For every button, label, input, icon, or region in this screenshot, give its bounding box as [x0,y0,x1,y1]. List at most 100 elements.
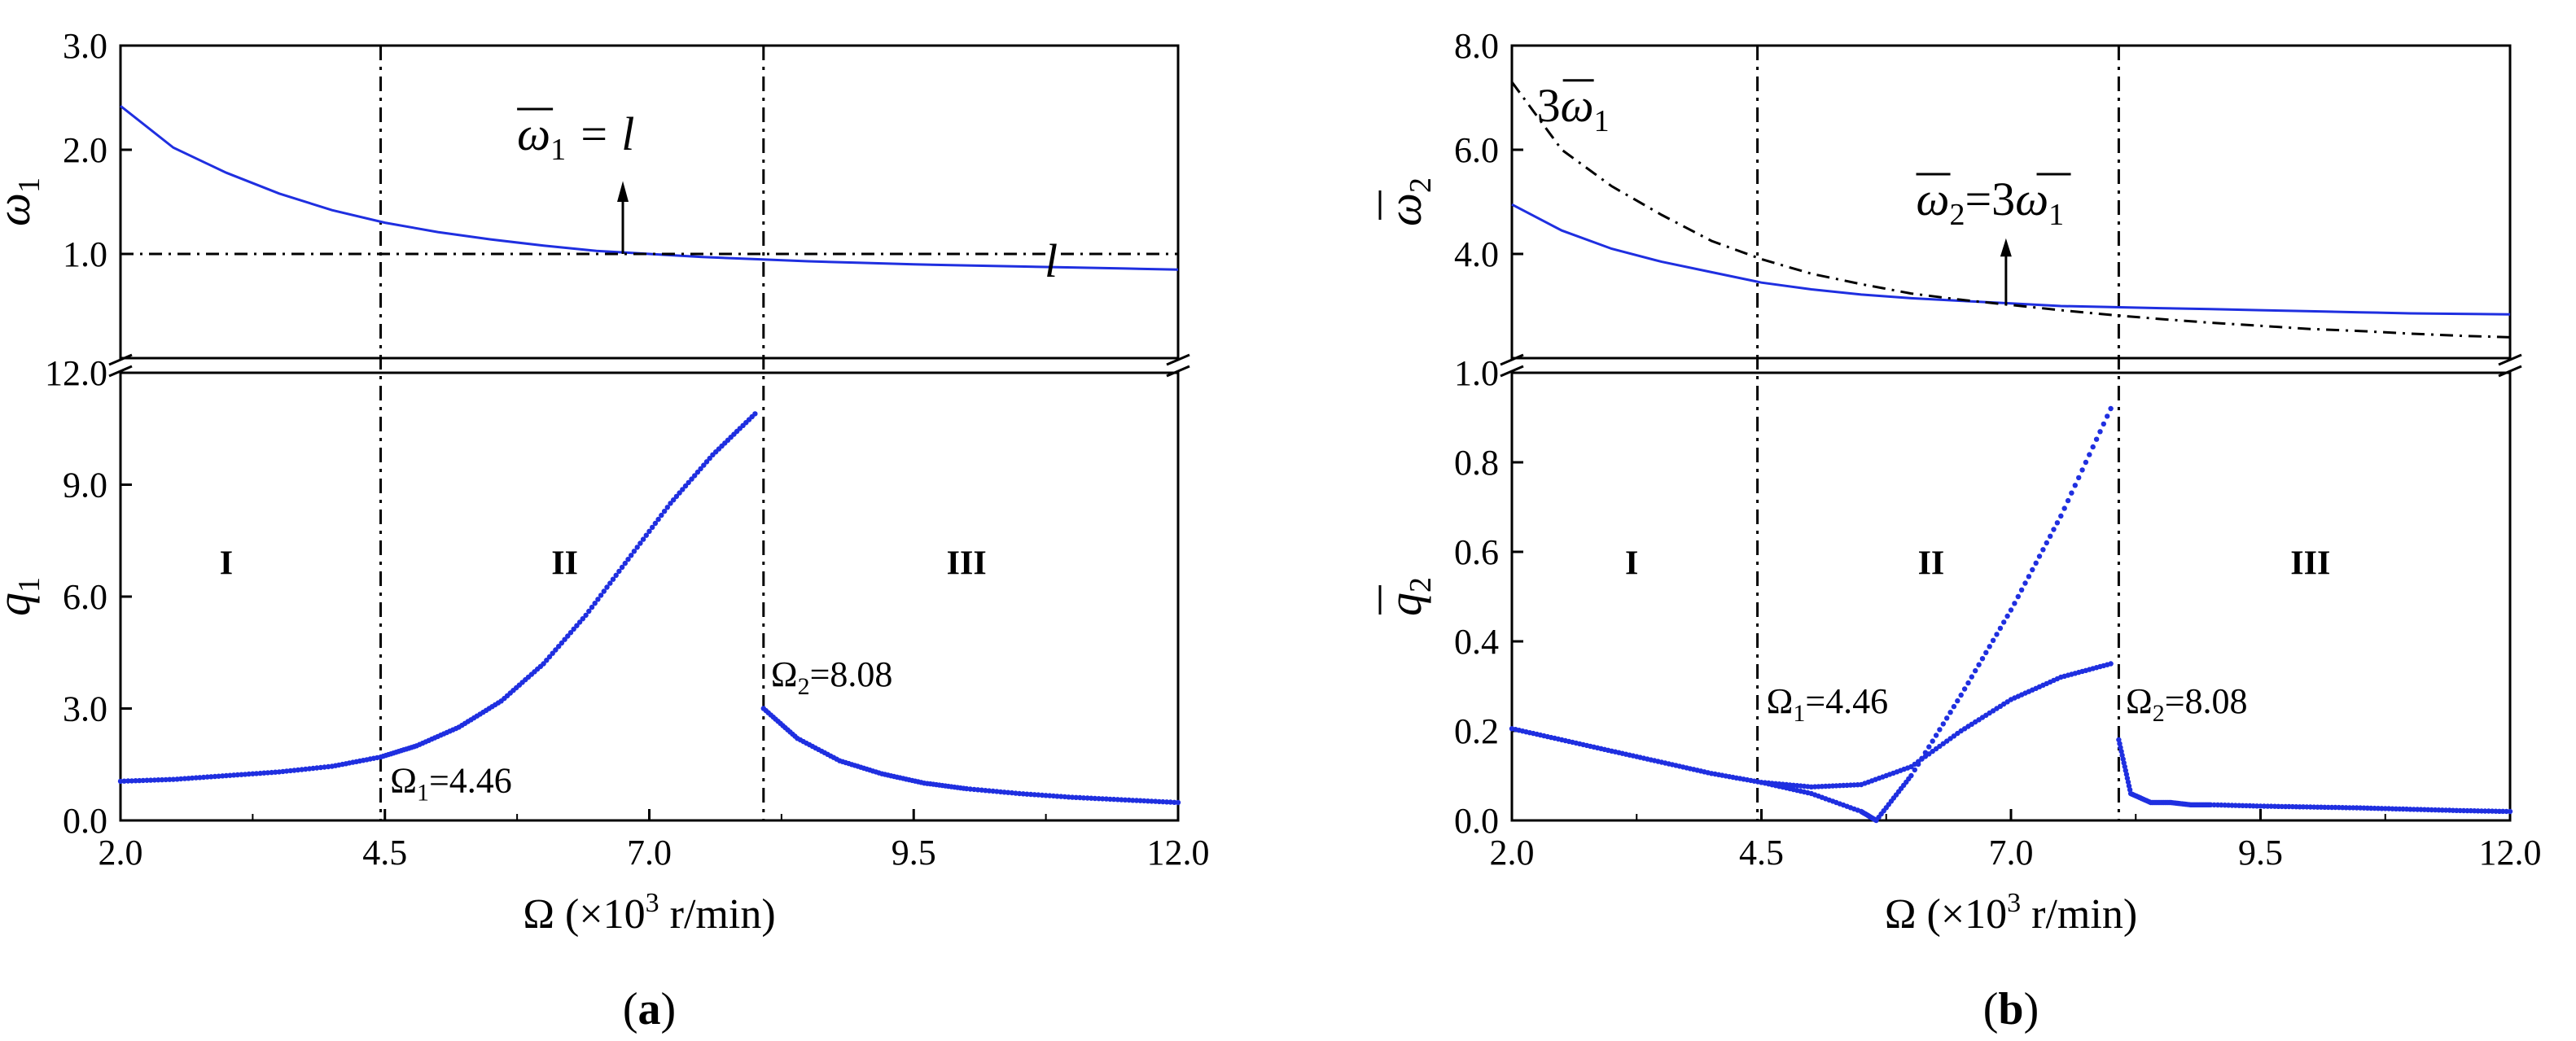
x-axis-label-suffix: r/min) [2021,891,2137,938]
data-point [646,528,652,534]
data-point [1130,798,1136,803]
panel-label-open: ( [623,984,638,1034]
data-point [314,765,320,771]
data-point [1955,698,1960,704]
data-point [619,564,625,571]
omega2-annotation: Ω2=8.08 [2126,681,2248,727]
data-point [703,459,710,465]
bottom-plot-frame [119,371,1180,822]
data-point [694,469,701,475]
resonance-lhs-sub: 2 [1949,198,1965,232]
data-point [668,501,673,506]
data-point [1050,793,1057,799]
data-point [1912,761,1917,768]
data-point [986,788,992,794]
data-point [583,612,589,619]
resonance-eq: =3 [1965,173,2015,225]
bottom-y-tick-label: 0.0 [1454,801,1499,841]
data-point [1145,798,1151,804]
data-point [1168,799,1173,805]
data-point [607,580,613,586]
data-point [2054,520,2061,526]
data-point [2090,444,2096,450]
data-point [1115,797,1121,803]
top-y-tick-label: 8.0 [1454,26,1499,66]
bottom-y-tick-label: 1.0 [1454,353,1499,393]
omega1-annotation-sub: 1 [417,780,429,807]
data-point [994,789,1000,794]
data-point [1103,796,1110,802]
data-point [273,769,278,775]
data-point [1066,794,1071,800]
bottom-y-tick-label: 3.0 [63,689,107,729]
omega2-annotation-sub: 2 [798,673,810,700]
data-point [2079,467,2085,473]
data-point [1039,792,1045,798]
data-point [1080,795,1087,801]
top-y-axis-label: ω2 [1378,177,1438,226]
data-point [680,487,686,492]
x-tick-label: 9.5 [892,833,936,873]
curve-label-symbol: ω [1561,79,1594,132]
data-point [546,654,553,660]
resonance-rhs: = l [566,107,634,160]
x-tick-label: 7.0 [1989,833,2034,873]
data-point [971,786,977,793]
data-point [1951,733,1957,739]
top-y-axis-label-sub: 2 [1404,177,1438,193]
data-point [2097,429,2103,435]
x-tick-label: 12.0 [2479,833,2542,873]
data-point [2083,459,2089,466]
data-point [1058,794,1064,799]
data-point [2105,413,2110,419]
data-point [216,773,221,779]
data-point [1156,798,1163,805]
data-point [200,774,207,781]
top-y-tick-label: 1.0 [63,234,107,274]
data-point [631,549,637,554]
panel-label-letter: a [638,984,661,1034]
data-point [2051,527,2057,532]
data-point [2065,497,2071,504]
axis-break-mark [108,353,133,366]
data-point [701,462,707,468]
omega2-annotation: Ω2=8.08 [771,654,893,700]
resonance-lhs: ω [1917,173,1950,225]
omega2-annotation-symbol: Ω [2126,681,2153,721]
data-point [634,545,640,550]
data-point [640,536,646,542]
x-axis-label-prefix: Ω (×10 [523,891,645,938]
top-y-tick-label: 4.0 [1454,234,1499,274]
data-point [1965,680,1971,686]
bottom-y-tick-label: 9.0 [63,466,107,505]
omega2-annotation-value: =8.08 [810,654,893,694]
data-point [2004,613,2010,619]
data-point [156,777,161,783]
data-point [1119,797,1124,803]
omega2-annotation-sub: 2 [2153,700,2165,727]
data-point [707,455,712,461]
data-point [595,597,601,602]
data-point [2048,533,2053,539]
top-y-axis-label-text: ω2 [1378,177,1438,226]
bottom-y-axis-label: q2 [1378,577,1438,616]
panel-label-close: ) [661,984,677,1034]
data-point [1089,795,1094,801]
data-point [610,576,616,582]
data-point [1979,656,1986,662]
data-point [553,647,559,653]
bottom-y-axis-label-symbol: q [1378,593,1431,616]
data-point [1916,761,1921,768]
x-axis-label-prefix: Ω (×10 [1885,891,2007,938]
data-point [589,604,595,610]
data-point [677,490,682,496]
data-point [1969,674,1974,680]
data-point [664,505,670,510]
data-point [1997,625,2004,632]
data-point [655,516,661,523]
top-y-axis-label-symbol: ω [0,193,40,226]
data-point [137,777,142,784]
x-tick-label: 4.5 [362,833,407,873]
top-y-tick-label: 2.0 [63,130,107,170]
data-point [133,778,138,784]
